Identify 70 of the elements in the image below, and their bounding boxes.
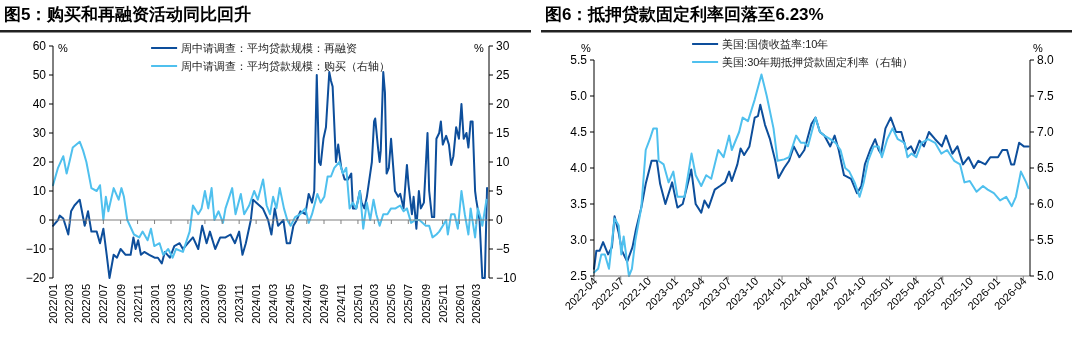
y-tick-label: 30 [32, 126, 47, 141]
y-tick-label: 4.0 [570, 161, 588, 176]
y2-tick-label: 5.5 [1037, 233, 1055, 248]
y-tick-label: 3.5 [570, 197, 588, 212]
y-tick-label: 20 [32, 155, 47, 170]
line-series [52, 140, 488, 259]
y2-tick-label: 30 [496, 39, 510, 54]
y-tick-label: 50 [32, 68, 47, 83]
y2-tick-label: −5 [496, 242, 511, 257]
x-tick-label: 2023/09 [216, 284, 229, 324]
y2-tick-label: 5.0 [1037, 269, 1055, 284]
y2-tick-label: 6.5 [1037, 161, 1055, 176]
x-tick-label: 2022/05 [80, 284, 93, 324]
x-tick-label: 2024/11 [334, 284, 347, 323]
y2-axis-title: % [1033, 42, 1044, 54]
x-tick-label: 2022/09 [114, 284, 127, 324]
chart-title: 图5：购买和再融资活动同比回升 [4, 5, 252, 24]
y-tick-label: 5.0 [570, 89, 588, 104]
y2-tick-label: 15 [496, 126, 510, 141]
x-tick-label: 2024/07 [300, 284, 313, 324]
x-tick-label: 2022/01 [47, 284, 59, 324]
x-tick-label: 2024/09 [318, 284, 330, 324]
y-tick-label: −10 [25, 242, 47, 257]
y-tick-label: 4.5 [570, 125, 588, 140]
x-tick-label: 2025/03 [368, 284, 381, 324]
y2-tick-label: −10 [496, 271, 517, 286]
x-tick-label: 2023/05 [181, 284, 194, 324]
x-tick-label: 2024/01 [250, 284, 263, 324]
y2-tick-label: 6.0 [1037, 197, 1055, 212]
y2-tick-label: 7.5 [1037, 89, 1055, 104]
x-tick-label: 2024/05 [283, 284, 296, 324]
y-axis-title: % [581, 42, 592, 54]
x-tick-label: 2024/03 [266, 284, 279, 324]
legend-label: 周中请调查：平均贷款规模：购买（右轴） [181, 59, 391, 72]
y2-axis-title: % [474, 42, 485, 54]
x-tick-label: 2022/03 [63, 284, 76, 324]
legend-label: 美国:国债收益率:10年 [722, 37, 829, 50]
x-tick-label: 2025/01 [351, 284, 364, 324]
legend-label: 周中请调查：平均贷款规模：再融资 [181, 41, 358, 54]
y-tick-label: 60 [32, 39, 47, 54]
y2-tick-label: 7.0 [1037, 125, 1055, 140]
x-tick-label: 2025/11 [436, 284, 449, 323]
y-tick-label: 3.0 [570, 233, 588, 248]
line-series [52, 71, 489, 279]
y-axis-title: % [58, 42, 69, 54]
x-tick-label: 2023/01 [148, 284, 161, 324]
chart-title: 图6：抵押贷款固定利率回落至6.23% [545, 5, 824, 24]
x-tick-label: 2022/11 [131, 284, 144, 323]
line-series [593, 73, 1030, 277]
x-tick-label: 2025/07 [402, 284, 415, 324]
x-tick-label: 2022/07 [97, 284, 110, 324]
x-tick-label: 2026/03 [469, 284, 482, 324]
x-tick-label: 2023/11 [233, 284, 246, 323]
y2-tick-label: 20 [496, 97, 510, 112]
y-tick-label: 10 [32, 184, 47, 199]
x-tick-label: 2023/07 [198, 284, 211, 324]
x-tick-label: 2025/05 [385, 284, 398, 324]
y2-tick-label: 25 [496, 68, 510, 83]
x-tick-label: 2026/01 [453, 284, 466, 324]
y2-tick-label: 5 [496, 184, 503, 199]
y2-tick-label: 10 [496, 155, 510, 170]
y2-tick-label: 0 [496, 213, 503, 228]
x-tick-label: 2023/03 [164, 284, 177, 324]
y-tick-label: −20 [25, 271, 47, 286]
y2-tick-label: 8.0 [1037, 53, 1055, 68]
legend-label: 美国:30年期抵押贷款固定利率（右轴） [722, 55, 914, 68]
y-tick-label: 40 [32, 97, 47, 112]
x-tick-label: 2025/09 [419, 284, 432, 324]
y-tick-label: 5.5 [570, 53, 588, 68]
y-tick-label: 0 [39, 213, 47, 228]
